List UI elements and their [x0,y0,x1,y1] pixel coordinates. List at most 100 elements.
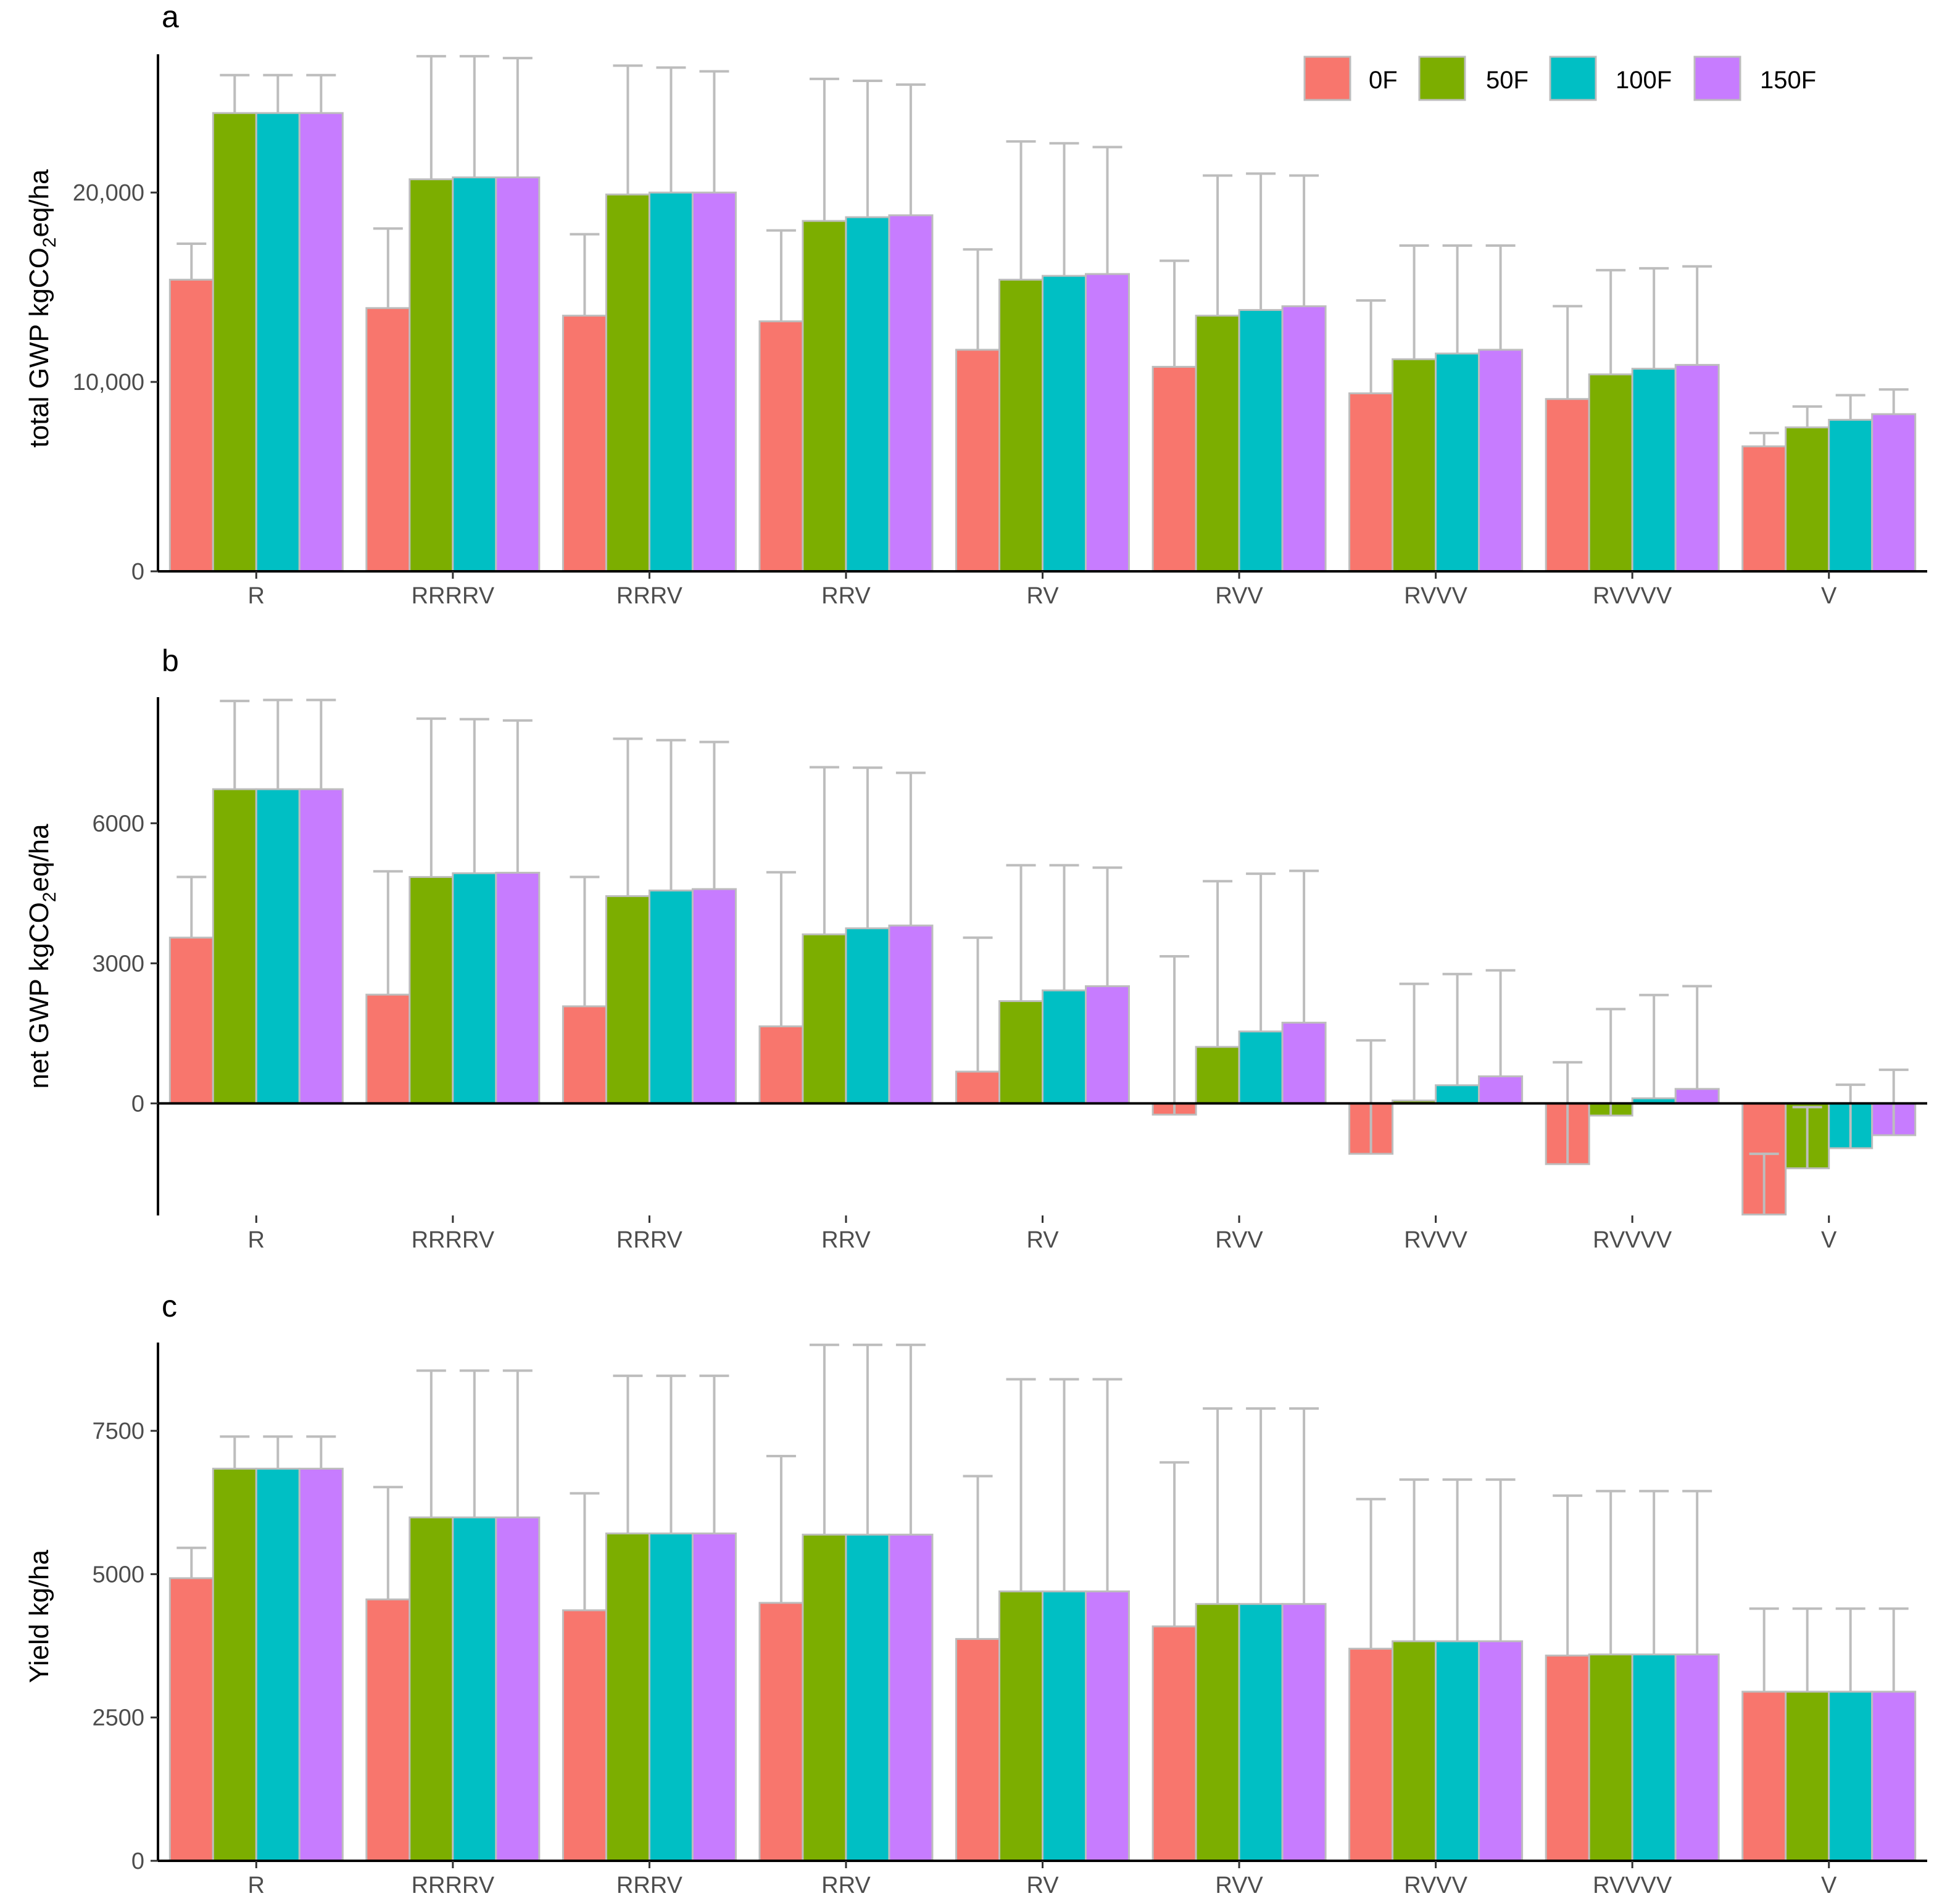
panel-b-bar-RV-50F [998,1000,1044,1104]
panel-b-errorbar-RVVVV-0F [1553,1061,1583,1164]
panel-a-bar-R-100F [255,112,301,573]
panel-b-letter: b [162,644,179,678]
panel-c-errorbar-RVV-150F [1289,1407,1319,1604]
panel-a-ylabel-subscript: 2 [39,238,60,248]
panel-c-bar-RRRRV-50F [409,1516,454,1862]
panel-b-xtick-label-V: V [1821,1227,1837,1253]
panel-c-bar-RVVVV-150F [1674,1654,1720,1862]
panel-a-bar-RVVVV-100F [1631,368,1677,573]
panel-a-errorbar-RV-50F [1006,140,1036,280]
panel-b-bar-RVVV-100F [1435,1084,1480,1104]
panel-a-bar-RRV-150F [888,214,934,573]
panel-a-ytick-label: 10,000 [73,370,144,395]
panel-b-ytick-label: 6000 [92,811,144,837]
panel-c-bar-RRRV-0F [562,1609,607,1862]
legend-swatch-0F [1303,56,1351,101]
panel-b-errorbar-RV-150F [1092,866,1122,987]
panel-b-errorbar-RRRRV-150F [502,719,533,873]
panel-b-xtick-label-R: R [248,1227,265,1253]
panel-c-errorbar-RRV-150F [895,1343,926,1535]
panel-c-errorbar-RRRRV-50F [416,1369,446,1518]
panel-b-errorbar-RRRRV-0F [373,870,403,995]
panel-c-xtick-label-R: R [248,1873,265,1898]
panel-a-bar-RVVV-50F [1392,358,1437,573]
panel-b-bar-RVV-50F [1195,1046,1240,1104]
panel-a-errorbar-R-100F [263,73,293,114]
panel-a-errorbar-V-0F [1749,431,1779,447]
panel-b-bar-RRV-0F [758,1025,804,1104]
panel-c-errorbar-RVVVV-100F [1639,1489,1669,1655]
panel-b-bar-RRRRV-150F [495,872,541,1104]
panel-b-bar-RRRV-100F [648,889,694,1104]
panel-b-bar-RVV-150F [1281,1022,1327,1104]
panel-c-ytick-label: 7500 [92,1418,144,1444]
panel-b-errorbar-RRRV-0F [570,875,600,1006]
panel-a-errorbar-RVVV-150F [1485,244,1516,350]
panel-b-ylabel-subscript: 2 [39,892,60,903]
panel-b-errorbar-RVV-50F [1203,880,1233,1047]
panel-c-bar-V-100F [1828,1691,1874,1862]
panel-a-errorbar-RVVV-50F [1399,244,1429,360]
panel-b-errorbar-RRRRV-50F [416,717,446,877]
panel-c-bar-RV-0F [955,1637,1000,1862]
panel-b-ytick-label: 3000 [92,951,144,977]
panel-c-bar-RVVVV-100F [1631,1654,1677,1862]
panel-a-bar-RVVVV-150F [1674,363,1720,573]
panel-c-xtick-label-RV: RV [1026,1873,1059,1898]
panel-a-bar-RVV-50F [1195,315,1240,573]
panel-c-errorbar-RRRRV-150F [502,1369,533,1518]
panel-c-errorbar-V-0F [1749,1607,1779,1692]
legend-swatch-150F [1693,56,1741,101]
panel-a-errorbar-RVVVV-150F [1682,265,1712,365]
panel-c-bar-RRRRV-0F [365,1598,411,1862]
panel-c-ytick-label: 2500 [92,1705,144,1731]
panel-c-errorbar-RRRV-0F [570,1492,600,1610]
panel-a-bar-R-50F [212,112,257,573]
legend-label-0F: 0F [1369,67,1398,94]
panel-c-bar-R-0F [168,1577,214,1862]
panel-a-bar-RRRRV-100F [452,176,497,573]
panel-c-ylabel: Yield kg/ha [24,1549,54,1683]
panel-a-ylabel-main: total GWP kgCO [24,247,54,447]
legend: 0F 50F 100F 150F [1303,56,1816,101]
panel-b-errorbar-RRV-0F [766,871,796,1027]
panel-c-errorbar-RRRV-150F [699,1374,729,1534]
panel-a-bar-R-150F [298,112,344,573]
panel-c-errorbar-RVVV-100F [1442,1478,1472,1642]
panel-b-ylabel-tail: eq/ha [24,824,54,892]
panel-b-xtick-label-RRRV: RRRV [616,1227,683,1253]
panel-a-bar-V-50F [1785,426,1830,573]
panel-a-errorbar-RVVV-0F [1356,299,1386,394]
panel-c-errorbar-RVVVV-0F [1553,1494,1583,1656]
panel-a-xtick-label-R: R [248,583,265,609]
panel-a-errorbar-RRRV-50F [613,64,643,195]
panel-c-bar-RRRRV-150F [495,1516,541,1862]
panel-b-bar-RV-150F [1085,985,1130,1104]
panel-a-xtick-label-RRRRV: RRRRV [412,583,495,609]
panel-b-errorbar-RVV-150F [1289,869,1319,1023]
panel-a-bar-RVVV-0F [1348,392,1394,573]
panel-b-xtick-label-RVVV: RVVV [1404,1227,1467,1253]
panel-a-errorbar-V-50F [1792,405,1822,428]
panel-a-ylabel: total GWP kgCO2eq/ha [24,169,60,448]
panel-b-errorbar-RRRV-50F [613,737,643,896]
panel-a-errorbar-RVV-50F [1203,174,1233,316]
panel-a-errorbar-RV-100F [1049,142,1079,276]
panel-b-bar-RRV-150F [888,924,934,1104]
panel-b-bar-RVVVV-150F [1674,1088,1720,1104]
panel-c-xtick-label-RRRRV: RRRRV [412,1873,495,1898]
panel-a-bar-RRRV-100F [648,191,694,573]
panel-a-bar-RRV-100F [845,216,890,573]
panel-c-errorbar-RV-150F [1092,1378,1122,1592]
panel-b-bar-RV-0F [955,1070,1000,1104]
panel-c-bar-RVVVV-50F [1588,1654,1633,1862]
panel-b-bar-R-0F [168,937,214,1104]
panel-c-errorbar-RVV-0F [1160,1461,1190,1626]
panel-b-bar-RRRV-150F [691,888,737,1104]
panel-b-bar-RRV-50F [802,933,847,1104]
panel-a-errorbar-RRV-100F [852,80,882,217]
legend-swatch-50F [1418,56,1466,101]
panel-c-errorbar-RRV-50F [809,1343,839,1535]
panel-b-bar-R-150F [298,788,344,1104]
panel-a-errorbar-RVV-100F [1246,172,1276,310]
